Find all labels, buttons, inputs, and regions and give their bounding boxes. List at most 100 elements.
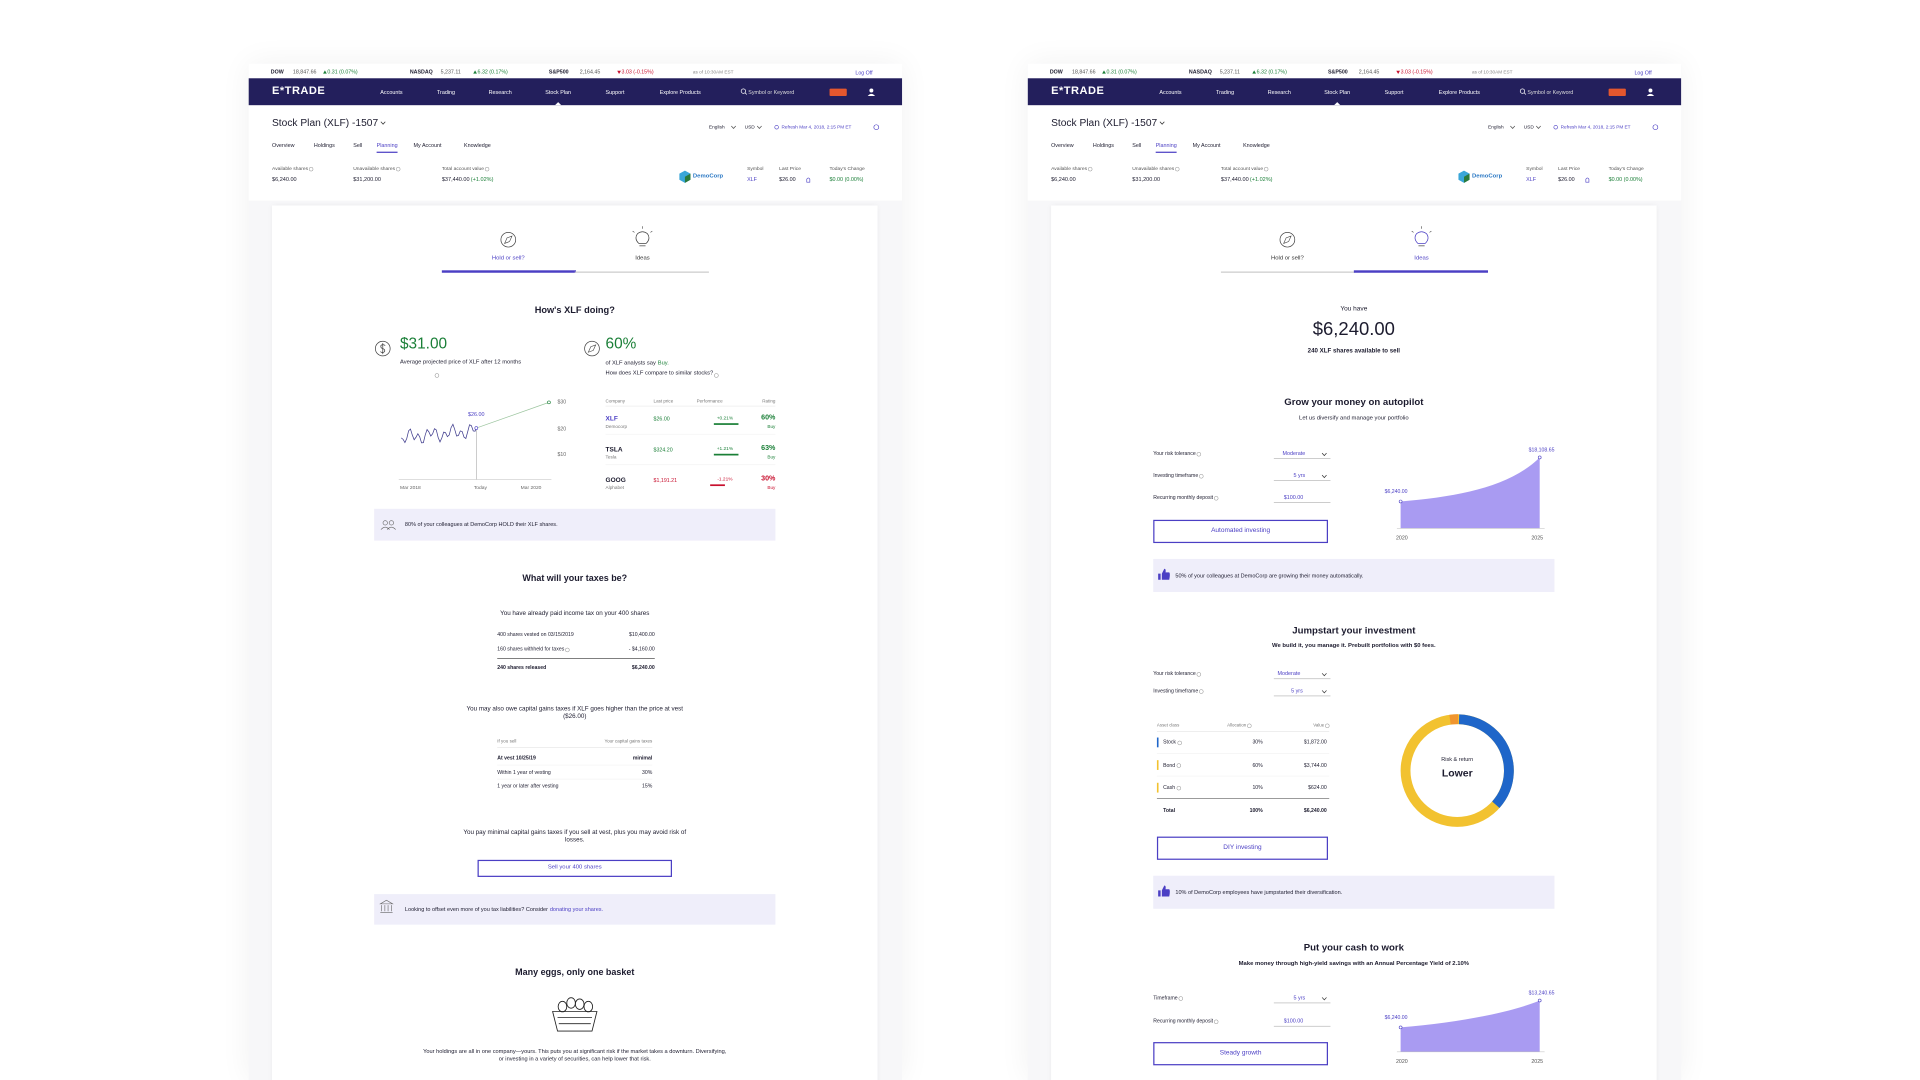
nav-item[interactable]: Accounts	[1159, 89, 1182, 96]
nav-item[interactable]: Trading	[1216, 89, 1235, 96]
last-price: $1,191.21	[653, 477, 678, 484]
section-subtitle: We build it, you manage it. Prebuilt por…	[1272, 643, 1436, 650]
toggle-tab[interactable]: Hold or sell?	[1270, 255, 1304, 262]
company-name: Tesla	[605, 455, 617, 460]
nav-item[interactable]: Stock Plan	[545, 89, 572, 96]
allocation: 30%	[1252, 739, 1263, 746]
nav-item[interactable]: Support	[605, 89, 625, 96]
stat-label: Available shares	[272, 165, 309, 172]
account-tab[interactable]: Planning	[1155, 142, 1177, 149]
stat-label: Unavailable shares	[353, 165, 396, 172]
asset-name: Cash	[1163, 784, 1176, 791]
field-value[interactable]: $100.00	[1283, 1017, 1304, 1024]
company-symbol[interactable]: TSLA	[605, 445, 623, 454]
section-subtitle: Make money through high-yield savings wi…	[1238, 961, 1470, 968]
rating: 63%	[761, 445, 776, 453]
nav-item[interactable]: Research	[1267, 89, 1291, 96]
button-label[interactable]: Automated investing	[1211, 527, 1271, 535]
nav-item[interactable]: Support	[1384, 89, 1404, 96]
year-label: 2020	[1395, 534, 1408, 541]
performance: +0.21%	[716, 415, 734, 422]
note-box	[374, 508, 776, 541]
nav-item[interactable]: Explore Products	[1438, 89, 1480, 96]
language[interactable]: English	[1488, 124, 1504, 131]
account-tab[interactable]: Overview	[272, 142, 295, 149]
account-tab[interactable]: Holdings	[1092, 142, 1114, 149]
quote-label: Symbol	[747, 165, 764, 172]
content-card	[272, 205, 878, 1080]
account-tab[interactable]: Holdings	[313, 142, 335, 149]
note-text: 10% of DemoCorp employees have jumpstart…	[1175, 889, 1343, 896]
ticker-value: 5,237.11	[440, 68, 461, 75]
account-tab[interactable]: Sell	[353, 142, 363, 149]
account-tab[interactable]: Knowledge	[1243, 142, 1270, 149]
currency[interactable]: USD	[1523, 124, 1534, 131]
price-desc: Average projected price of XLF after 12 …	[400, 358, 522, 365]
field-value[interactable]: $100.00	[1283, 494, 1304, 501]
allocation: 100%	[1249, 806, 1263, 814]
button-frame[interactable]	[477, 859, 673, 877]
ticker-change: 0.31 (0.07%)	[327, 68, 358, 75]
toggle-tab[interactable]: Hold or sell?	[491, 255, 525, 262]
verdict: Buy	[767, 485, 776, 491]
donut-value: Lower	[1441, 767, 1473, 780]
asset-name: Stock	[1163, 739, 1176, 746]
search-box[interactable]: Symbol or Keyword	[1527, 88, 1574, 96]
stat-label: Total account value	[441, 165, 485, 172]
table-header: Performance	[696, 398, 723, 404]
tax-row-value: - $4,160.00	[628, 646, 655, 653]
quote-value: $0.00 (0.00%)	[829, 176, 864, 183]
log-off[interactable]: Log Off	[855, 69, 873, 77]
stat-label: Total account value	[1220, 165, 1264, 172]
button-frame[interactable]	[1153, 1042, 1329, 1066]
account-tab[interactable]: Knowledge	[464, 142, 491, 149]
company-symbol[interactable]: XLF	[605, 415, 618, 423]
toggle-tab[interactable]: Ideas	[1414, 255, 1429, 262]
currency[interactable]: USD	[744, 124, 755, 131]
allocation: 10%	[1252, 784, 1263, 791]
field-value[interactable]: Moderate	[1282, 450, 1306, 457]
nav-item[interactable]: Research	[488, 89, 512, 96]
y-tick-label: $30	[557, 399, 567, 406]
log-off[interactable]: Log Off	[1634, 69, 1652, 77]
toggle-tab[interactable]: Ideas	[635, 255, 650, 262]
nav-item[interactable]: Trading	[436, 89, 456, 96]
account-tab[interactable]: Overview	[1051, 142, 1074, 149]
button-frame[interactable]	[1156, 836, 1329, 860]
hold-panel: DOW 18,847.66 0.31 (0.07%) NASDAQ 5,237.11 6.…	[248, 63, 903, 1080]
field-value[interactable]: Moderate	[1277, 670, 1301, 677]
account-title: Stock Plan (XLF) -1507	[1051, 115, 1158, 128]
projected-price: $31.00	[400, 334, 448, 353]
refresh[interactable]: Refresh Mar 4, 2018, 2:15 PM ET	[781, 124, 852, 130]
account-tab[interactable]: Planning	[376, 142, 398, 149]
refresh[interactable]: Refresh Mar 4, 2018, 2:15 PM ET	[1560, 124, 1631, 130]
field-value[interactable]: 5 yrs	[1293, 994, 1306, 1001]
quote-value: $0.00 (0.00%)	[1608, 176, 1643, 183]
field-value[interactable]: 5 yrs	[1291, 687, 1303, 694]
account-tab[interactable]: My Account	[1192, 142, 1221, 149]
ticker-name: S&P500	[548, 68, 569, 75]
cg-row-label: 1 year or later after vesting	[497, 783, 559, 790]
button-frame[interactable]	[1153, 519, 1329, 544]
nav-item[interactable]: Accounts	[380, 89, 403, 96]
button-label[interactable]: DIY investing	[1223, 843, 1262, 852]
note-text: 80% of your colleagues at DemoCorp HOLD …	[404, 521, 558, 528]
ticker-change: 3.03 (-0.15%)	[621, 68, 654, 75]
account-tab[interactable]: My Account	[413, 142, 442, 149]
section-subtitle: Let us diversify and manage your portfol…	[1299, 415, 1409, 422]
nav-item[interactable]: Stock Plan	[1324, 89, 1351, 96]
nav-item[interactable]: Explore Products	[659, 89, 701, 96]
allocation: 60%	[1252, 761, 1263, 768]
account-tab[interactable]: Sell	[1132, 142, 1142, 149]
taxes-intro: You have already paid income tax on your…	[500, 609, 650, 618]
performance: +1.21%	[716, 445, 734, 452]
ticker-value: 2,164.45	[1358, 68, 1380, 75]
button-label[interactable]: Steady growth	[1219, 1049, 1262, 1057]
language[interactable]: English	[708, 124, 725, 131]
company-symbol[interactable]: GOOG	[605, 476, 626, 484]
button-label[interactable]: Sell your 400 shares	[547, 864, 602, 871]
note-link[interactable]: donating your shares.	[549, 905, 604, 912]
field-value[interactable]: 5 yrs	[1293, 472, 1306, 479]
search-box[interactable]: Symbol or Keyword	[748, 88, 795, 96]
